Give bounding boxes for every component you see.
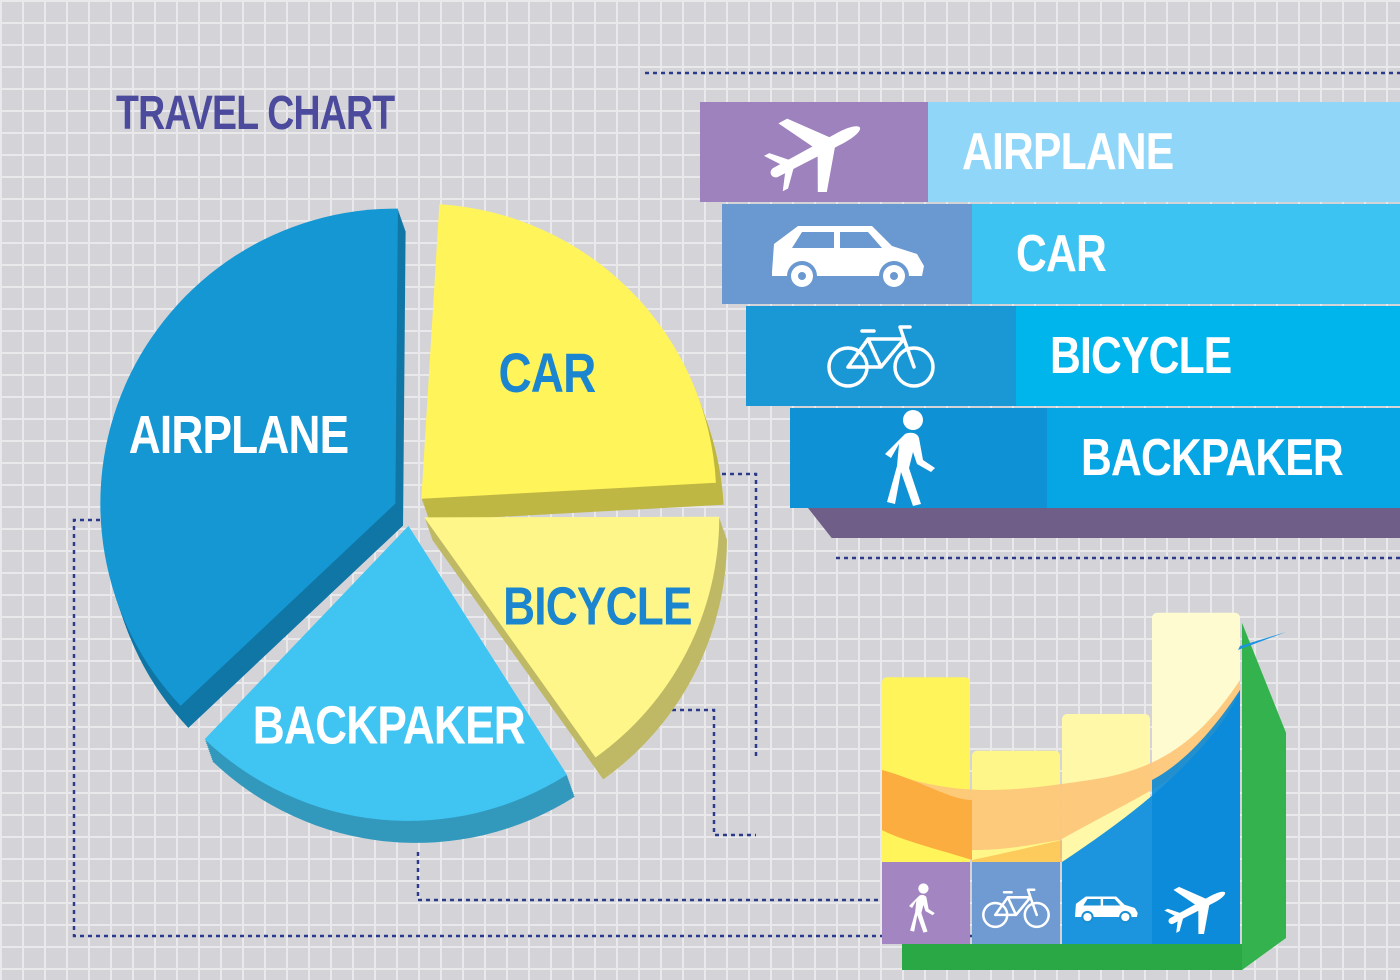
trend-arrow <box>1238 632 1286 650</box>
pie-slice-airplane <box>100 208 398 706</box>
pie-label-backpaker: BACKPAKER <box>253 695 525 755</box>
legend-label-box: BACKPAKER <box>1046 408 1400 508</box>
legend-item-car: CAR <box>722 204 1400 304</box>
walker-icon <box>909 883 935 933</box>
bar-icon-tile <box>972 862 1060 944</box>
legend-label-box: AIRPLANE <box>928 102 1400 202</box>
legend-label: AIRPLANE <box>962 123 1174 181</box>
legend-label: BACKPAKER <box>1080 429 1344 487</box>
pie-slice-car <box>421 204 716 499</box>
legend-item-backpaker: BACKPAKER <box>790 408 1400 508</box>
bar-side <box>1242 622 1286 970</box>
legend-label-box: CAR <box>972 204 1400 304</box>
legend-icon-box <box>700 102 928 202</box>
legend-label-box: BICYCLE <box>1016 306 1400 406</box>
bar-floor <box>902 944 1242 970</box>
legend-icon-box <box>790 408 1047 508</box>
legend-icon-box <box>722 204 972 304</box>
legend-label: BICYCLE <box>1050 327 1232 385</box>
pie-label-airplane: AIRPLANE <box>129 405 349 465</box>
pie-label-bicycle: BICYCLE <box>503 576 692 636</box>
legend-item-airplane: AIRPLANE <box>700 102 1400 202</box>
page-title: TRAVEL CHART <box>116 87 395 140</box>
legend-shadow <box>808 508 1400 538</box>
legend-item-bicycle: BICYCLE <box>746 306 1400 406</box>
pie-label-car: CAR <box>498 342 595 404</box>
trend-band-dark <box>882 770 972 860</box>
legend-label: CAR <box>1016 225 1107 283</box>
pie-slice-bicycle <box>424 516 720 758</box>
car-icon <box>1075 896 1138 924</box>
airplane-icon <box>1164 886 1226 934</box>
pie-slice-backpaker <box>204 525 567 821</box>
walker-icon <box>885 410 936 506</box>
airplane-icon <box>763 118 861 192</box>
bicycle-icon <box>982 888 1050 929</box>
bicycle-icon <box>827 325 935 388</box>
car-icon <box>772 226 924 291</box>
legend-icon-box <box>746 306 1016 406</box>
